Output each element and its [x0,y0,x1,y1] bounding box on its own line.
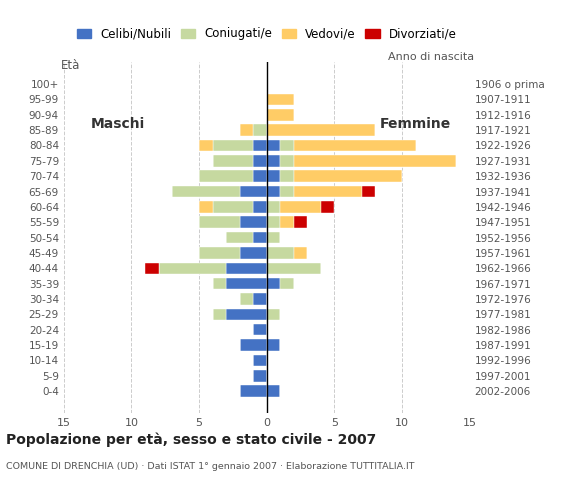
Bar [267,216,280,228]
Bar [267,140,280,151]
Bar [226,278,267,289]
Bar [280,186,294,197]
Bar [280,201,321,213]
Bar [294,216,307,228]
Bar [199,140,213,151]
Bar [294,247,307,259]
Bar [226,232,253,243]
Bar [253,201,267,213]
Text: Popolazione per età, sesso e stato civile - 2007: Popolazione per età, sesso e stato civil… [6,432,376,447]
Text: Maschi: Maschi [91,117,145,131]
Bar [199,201,213,213]
Bar [253,170,267,182]
Bar [240,339,267,351]
Bar [361,186,375,197]
Text: COMUNE DI DRENCHIA (UD) · Dati ISTAT 1° gennaio 2007 · Elaborazione TUTTITALIA.I: COMUNE DI DRENCHIA (UD) · Dati ISTAT 1° … [6,462,414,471]
Bar [280,155,294,167]
Bar [280,170,294,182]
Bar [213,140,253,151]
Bar [199,216,240,228]
Bar [267,155,280,167]
Bar [267,94,294,105]
Bar [226,309,267,320]
Bar [253,324,267,336]
Bar [267,124,375,136]
Bar [213,201,253,213]
Bar [226,263,267,274]
Text: Femmine: Femmine [380,117,451,131]
Bar [213,278,226,289]
Bar [294,155,456,167]
Bar [294,186,361,197]
Bar [240,186,267,197]
Bar [240,216,267,228]
Bar [253,124,267,136]
Text: Anno di nascita: Anno di nascita [388,52,474,62]
Bar [213,155,253,167]
Bar [253,370,267,382]
Bar [240,124,253,136]
Bar [280,216,294,228]
Bar [199,170,253,182]
Bar [267,278,280,289]
Bar [280,278,294,289]
Bar [294,140,416,151]
Bar [321,201,335,213]
Bar [267,385,280,397]
Bar [267,247,294,259]
Bar [267,339,280,351]
Bar [253,232,267,243]
Bar [158,263,226,274]
Legend: Celibi/Nubili, Coniugati/e, Vedovi/e, Divorziati/e: Celibi/Nubili, Coniugati/e, Vedovi/e, Di… [72,23,462,45]
Bar [199,247,240,259]
Bar [240,293,253,305]
Bar [267,109,294,120]
Bar [145,263,158,274]
Bar [240,385,267,397]
Bar [267,201,280,213]
Bar [240,247,267,259]
Bar [253,155,267,167]
Bar [267,170,280,182]
Bar [253,293,267,305]
Bar [253,355,267,366]
Bar [172,186,240,197]
Bar [267,309,280,320]
Bar [280,140,294,151]
Bar [213,309,226,320]
Bar [253,140,267,151]
Bar [267,263,321,274]
Bar [267,186,280,197]
Text: Età: Età [61,59,81,72]
Bar [267,232,280,243]
Bar [294,170,402,182]
